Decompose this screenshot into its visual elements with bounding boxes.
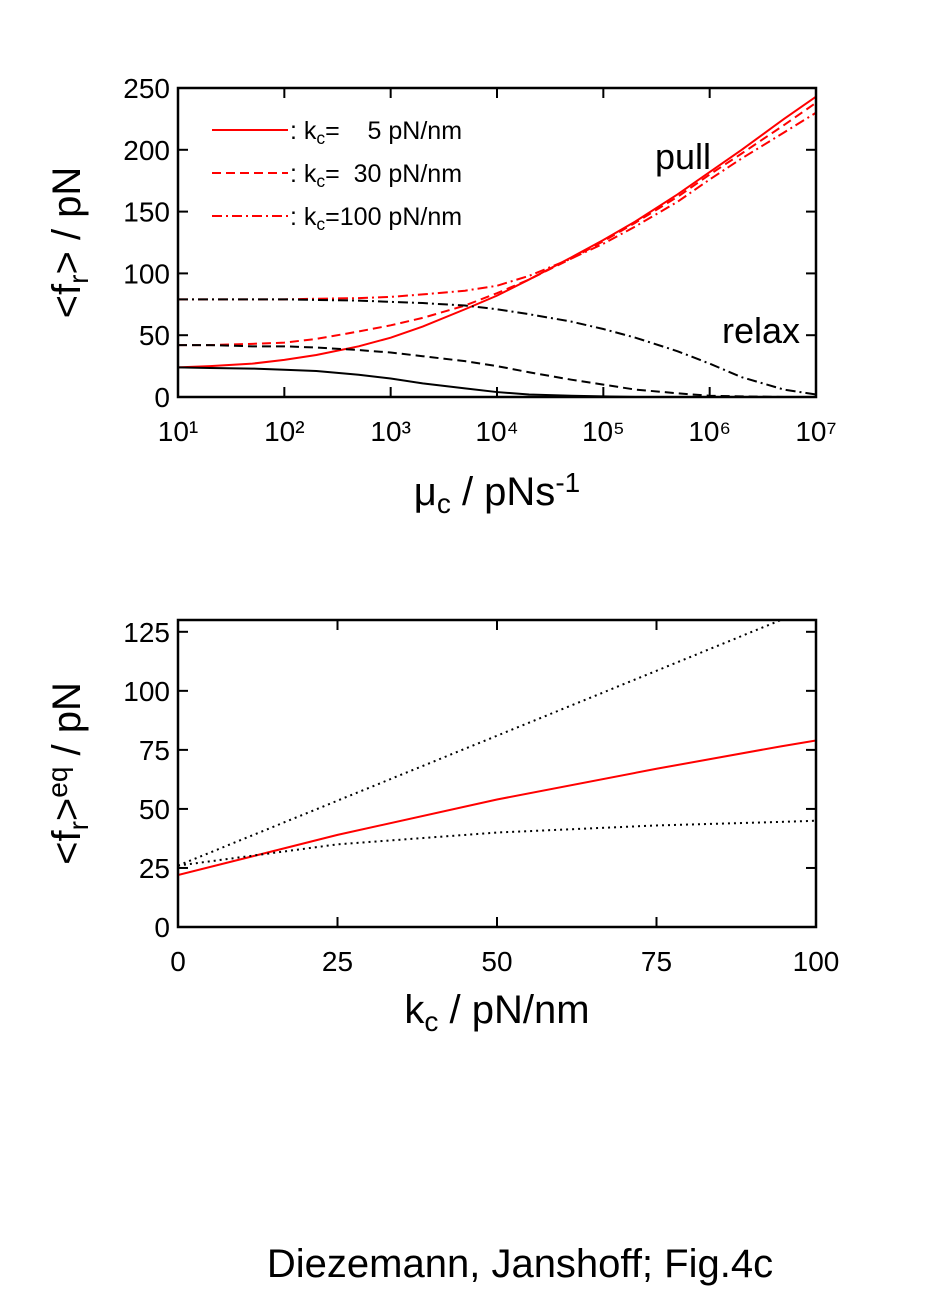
plot-frame: [176, 618, 818, 929]
subscript: c: [316, 128, 325, 148]
text-run: / pN: [45, 682, 89, 766]
legend-label: : kc= 30 pN/nm: [290, 160, 462, 191]
x-tick-label: 10¹: [158, 416, 198, 447]
y-tick-label: 50: [139, 320, 170, 351]
text-run: : k: [290, 160, 317, 188]
text-run: =100 pN/nm: [325, 203, 462, 231]
text-run: <f: [45, 830, 89, 865]
plot-frame: [176, 86, 818, 399]
y-tick-label: 100: [123, 676, 170, 707]
text-run: : k: [290, 203, 317, 231]
text-run: = 30 pN/nm: [325, 160, 462, 188]
caption: Diezemann, Janshoff; Fig.4c: [267, 1242, 773, 1286]
subscript: r: [63, 275, 94, 284]
subscript: c: [437, 488, 451, 519]
y-tick-label: 125: [123, 617, 170, 648]
x-tick-label: 10⁶: [688, 416, 731, 447]
text-run: k: [404, 988, 425, 1032]
supscript: -1: [555, 467, 580, 498]
supscript: eq: [42, 767, 73, 798]
x-tick-label: 10⁵: [582, 416, 625, 447]
x-axis-label: μc / pNs-1: [414, 467, 580, 519]
subscript: r: [63, 821, 94, 830]
subscript: c: [316, 214, 325, 234]
series-line: [178, 366, 816, 397]
x-tick-label: 100: [793, 946, 840, 977]
x-tick-label: 75: [641, 946, 672, 977]
y-tick-label: 0: [154, 382, 170, 413]
y-tick-label: 250: [123, 73, 170, 104]
annotation: relax: [722, 310, 800, 351]
series-line: [178, 102, 816, 347]
text-run: : k: [290, 117, 317, 145]
text-run: > / pN: [45, 167, 89, 275]
subscript: c: [316, 171, 325, 191]
x-tick-label: 10⁴: [475, 416, 518, 447]
y-tick-label: 0: [154, 912, 170, 943]
y-tick-label: 75: [139, 735, 170, 766]
x-tick-label: 25: [322, 946, 353, 977]
text-run: / pNs: [451, 470, 555, 514]
series-line: [178, 620, 782, 867]
y-tick-label: 200: [123, 135, 170, 166]
x-axis-label: kc / pN/nm: [404, 988, 589, 1037]
x-tick-label: 10³: [370, 416, 410, 447]
series-line: [178, 95, 816, 369]
y-axis-label: <fr>eq / pN: [42, 682, 94, 865]
y-axis-label: <fr> / pN: [45, 167, 94, 319]
y-tick-label: 25: [139, 853, 170, 884]
text-run: >: [45, 798, 89, 821]
series-line: [178, 111, 816, 301]
legend-label: : kc=100 pN/nm: [290, 203, 462, 234]
text-run: μ: [414, 470, 437, 514]
x-tick-label: 10²: [264, 416, 304, 447]
legend-label: : kc= 5 pN/nm: [290, 117, 462, 148]
y-tick-label: 150: [123, 197, 170, 228]
text-run: = 5 pN/nm: [325, 117, 462, 145]
text-run: / pN/nm: [438, 988, 589, 1032]
series-line: [178, 739, 816, 877]
y-tick-label: 100: [123, 258, 170, 289]
x-tick-label: 10⁷: [795, 416, 836, 447]
x-tick-label: 0: [170, 946, 186, 977]
text-run: <f: [45, 283, 89, 318]
series-line: [178, 298, 816, 396]
annotation: pull: [655, 136, 711, 177]
subscript: c: [424, 1006, 438, 1037]
y-tick-label: 50: [139, 794, 170, 825]
x-tick-label: 50: [481, 946, 512, 977]
